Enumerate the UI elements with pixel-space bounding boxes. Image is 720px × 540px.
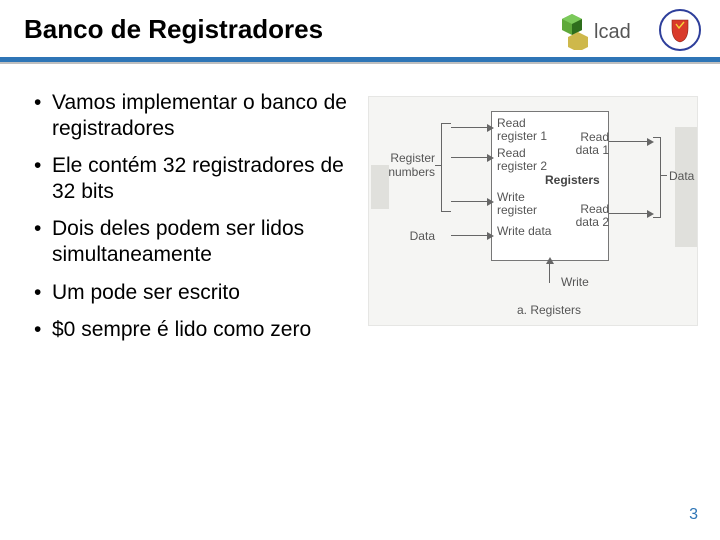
port-in-label: Write register bbox=[497, 191, 557, 217]
group-label-data-in: Data bbox=[405, 229, 435, 243]
registers-diagram: Read register 1 Read register 2 Write re… bbox=[368, 96, 698, 326]
right-bracket bbox=[653, 137, 661, 217]
lcad-logo-icon: lcad bbox=[558, 10, 648, 50]
port-in-label: Read register 2 bbox=[497, 147, 557, 173]
bullet-item: Dois deles podem ser lidos simultaneamen… bbox=[34, 216, 364, 267]
bullet-item: Vamos implementar o banco de registrador… bbox=[34, 90, 364, 141]
group-label-regnums: Register numbers bbox=[377, 151, 435, 179]
port-out-label: Read data 2 bbox=[569, 203, 609, 229]
diagram-container: Read register 1 Read register 2 Write re… bbox=[364, 90, 698, 355]
bullet-item: Um pode ser escrito bbox=[34, 280, 364, 306]
bullet-list: Vamos implementar o banco de registrador… bbox=[34, 90, 364, 355]
content-area: Vamos implementar o banco de registrador… bbox=[0, 64, 720, 355]
write-signal-label: Write bbox=[561, 275, 589, 289]
port-in-label: Write data bbox=[497, 225, 557, 238]
lcad-logo-text: lcad bbox=[594, 21, 631, 43]
diagram-caption: a. Registers bbox=[517, 303, 581, 317]
crest-icon bbox=[658, 8, 702, 52]
group-label-data-out: Data bbox=[669, 169, 694, 183]
page-number: 3 bbox=[689, 506, 698, 524]
logo-group: lcad bbox=[558, 8, 702, 52]
slide: Banco de Registradores lcad Vamos implem… bbox=[0, 0, 720, 540]
port-out-label: Read data 1 bbox=[569, 131, 609, 157]
box-title: Registers bbox=[545, 173, 600, 187]
port-in-label: Read register 1 bbox=[497, 117, 557, 143]
left-bracket-top bbox=[441, 123, 451, 211]
write-signal-line bbox=[549, 261, 550, 283]
bullet-item: Ele contém 32 registradores de 32 bits bbox=[34, 153, 364, 204]
bullet-item: $0 sempre é lido como zero bbox=[34, 317, 364, 343]
